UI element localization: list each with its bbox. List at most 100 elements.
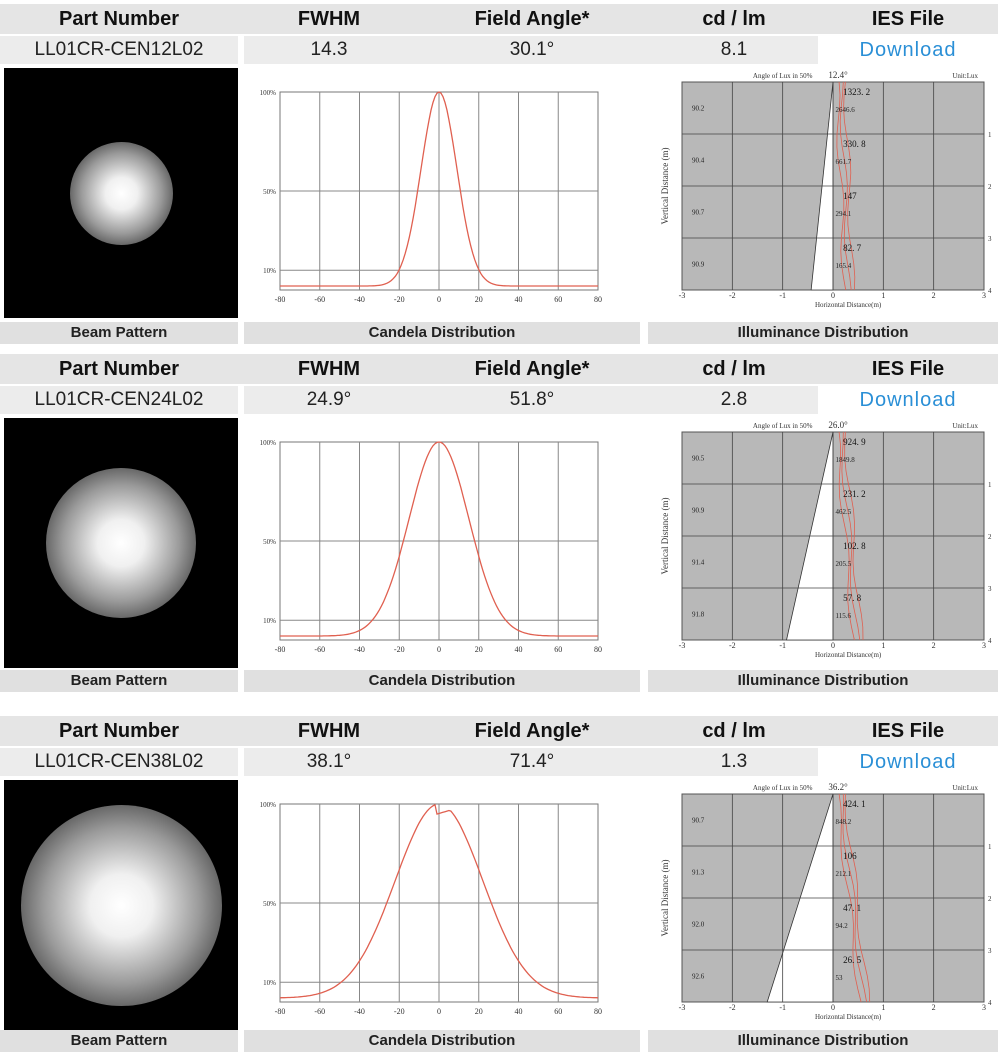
- illuminance-contour: [838, 431, 855, 641]
- illuminance-left-value: 90.9: [692, 507, 705, 515]
- illuminance-contour: [839, 81, 852, 291]
- illuminance-bold-value: 924. 9: [843, 437, 866, 447]
- field-angle-value: 30.1°: [414, 36, 650, 64]
- ies-download-link[interactable]: Download: [818, 748, 998, 776]
- illuminance-contour: [843, 81, 856, 291]
- beam-pattern-image: [4, 418, 238, 668]
- product-block-3: Part Number FWHM Field Angle* cd / lm IE…: [0, 716, 998, 1052]
- illuminance-bold-value: 330. 8: [843, 139, 866, 149]
- value-row: LL01CR-CEN12L02 14.3 30.1° 8.1 Download: [0, 36, 998, 64]
- fwhm-value: 38.1°: [244, 748, 414, 776]
- part-number-value: LL01CR-CEN38L02: [0, 748, 238, 776]
- footer-candela-distribution: Candela Distribution: [244, 1030, 640, 1052]
- cd-lm-value: 1.3: [650, 748, 818, 776]
- header-part-number: Part Number: [58, 358, 180, 380]
- illuminance-y-tick: 3: [988, 235, 992, 243]
- header-part-number: Part Number: [58, 720, 180, 742]
- illuminance-small-value: 94.2: [836, 922, 849, 930]
- fwhm-value: 14.3: [244, 36, 414, 64]
- illuminance-y-tick: 2: [988, 533, 992, 541]
- illuminance-xlabel: Horizontal Distance(m): [815, 301, 882, 309]
- candela-y-tick: 50%: [263, 538, 276, 546]
- candela-y-tick: 10%: [263, 267, 276, 275]
- fwhm-value: 24.9°: [244, 386, 414, 414]
- candela-curve: [280, 91, 598, 287]
- footer-illuminance-distribution: Illuminance Distribution: [648, 670, 998, 692]
- ies-download-link[interactable]: Download: [818, 36, 998, 64]
- illuminance-ylabel: Vertical Distance (m): [660, 498, 670, 575]
- illuminance-header-label: Angle of Lux in 50%: [753, 422, 813, 430]
- header-fwhm: FWHM: [297, 8, 361, 30]
- illuminance-left-value: 90.7: [692, 817, 705, 825]
- illuminance-x-tick: 1: [881, 291, 885, 300]
- candela-curve: [280, 441, 598, 637]
- footer-row: Beam Pattern Candela Distribution Illumi…: [0, 1030, 998, 1052]
- candela-y-tick: 100%: [260, 801, 277, 809]
- header-ies-file: IES File: [871, 358, 945, 380]
- illuminance-left-value: 91.3: [692, 869, 705, 877]
- illuminance-bold-value: 231. 2: [843, 489, 866, 499]
- illuminance-small-value: 53: [836, 974, 844, 982]
- candela-y-tick: 100%: [260, 89, 277, 97]
- illuminance-unit: Unit:Lux: [952, 422, 978, 430]
- illuminance-bold-value: 82. 7: [843, 243, 862, 253]
- illuminance-unit: Unit:Lux: [952, 784, 978, 792]
- candela-y-tick: 100%: [260, 439, 277, 447]
- illuminance-contour: [841, 431, 861, 641]
- illuminance-x-tick: -2: [729, 641, 736, 650]
- candela-x-tick: 0: [437, 295, 441, 304]
- illuminance-x-tick: 1: [881, 641, 885, 650]
- illuminance-x-tick: 3: [982, 291, 986, 300]
- candela-y-tick: 10%: [263, 979, 276, 987]
- part-number-value: LL01CR-CEN12L02: [0, 36, 238, 64]
- candela-chart: 100% 50% 10% -80 -60 -40 -20 0 20 40 60 80: [260, 439, 602, 654]
- illuminance-y-tick: 4: [988, 999, 992, 1007]
- candela-x-tick: -60: [314, 645, 325, 654]
- candela-x-tick: -80: [275, 1007, 286, 1016]
- candela-x-tick: 80: [594, 645, 602, 654]
- illuminance-chart: Angle of Lux in 50% 36.2° Unit:Lux 90.7 91.3…: [660, 782, 992, 1021]
- illuminance-left-value: 92.6: [692, 973, 705, 981]
- illuminance-y-tick: 4: [988, 287, 992, 295]
- candela-chart: 100% 50% 10% -80 -60 -40 -20 0 20 40 60 80: [260, 801, 602, 1016]
- candela-x-tick: 80: [594, 295, 602, 304]
- candela-x-tick: -40: [354, 645, 365, 654]
- footer-candela-distribution: Candela Distribution: [244, 322, 640, 344]
- illuminance-x-tick: -2: [729, 291, 736, 300]
- illuminance-contour: [836, 81, 847, 291]
- illuminance-bold-value: 106: [843, 851, 857, 861]
- footer-beam-pattern: Beam Pattern: [0, 322, 238, 344]
- illuminance-xlabel: Horizontal Distance(m): [815, 1013, 882, 1021]
- illuminance-bold-value: 424. 1: [843, 799, 866, 809]
- illuminance-bold-value: 47. 1: [843, 903, 861, 913]
- illuminance-header-label: Angle of Lux in 50%: [753, 72, 813, 80]
- illuminance-x-tick: -3: [679, 641, 686, 650]
- header-row: Part Number FWHM Field Angle* cd / lm IE…: [0, 4, 998, 34]
- footer-beam-pattern: Beam Pattern: [0, 670, 238, 692]
- illuminance-bold-value: 26. 5: [843, 955, 862, 965]
- illuminance-small-value: 462.5: [836, 508, 852, 516]
- illuminance-unit: Unit:Lux: [952, 72, 978, 80]
- illuminance-y-tick: 3: [988, 947, 992, 955]
- candela-x-tick: -60: [314, 295, 325, 304]
- header-ies-file: IES File: [871, 8, 945, 30]
- illuminance-chart: Angle of Lux in 50% 26.0° Unit:Lux 90.5 90.9…: [660, 420, 992, 659]
- illuminance-angle: 12.4°: [828, 70, 848, 80]
- candela-x-tick: -80: [275, 295, 286, 304]
- ies-download-link[interactable]: Download: [818, 386, 998, 414]
- illuminance-x-tick: 0: [831, 1003, 835, 1012]
- footer-candela-distribution: Candela Distribution: [244, 670, 640, 692]
- illuminance-contour: [838, 793, 862, 1003]
- illuminance-small-value: 294.1: [836, 210, 852, 218]
- illuminance-x-tick: 0: [831, 641, 835, 650]
- header-cd-lm: cd / lm: [702, 8, 766, 30]
- illuminance-ylabel: Vertical Distance (m): [660, 148, 670, 225]
- illuminance-angle: 36.2°: [828, 782, 848, 792]
- illuminance-left-value: 92.0: [692, 921, 705, 929]
- illuminance-x-tick: -1: [779, 291, 786, 300]
- candela-x-tick: 40: [515, 645, 523, 654]
- illuminance-small-value: 2646.6: [836, 106, 856, 114]
- illuminance-left-value: 90.5: [692, 455, 705, 463]
- illuminance-left-value: 90.7: [692, 209, 705, 217]
- candela-x-tick: -60: [314, 1007, 325, 1016]
